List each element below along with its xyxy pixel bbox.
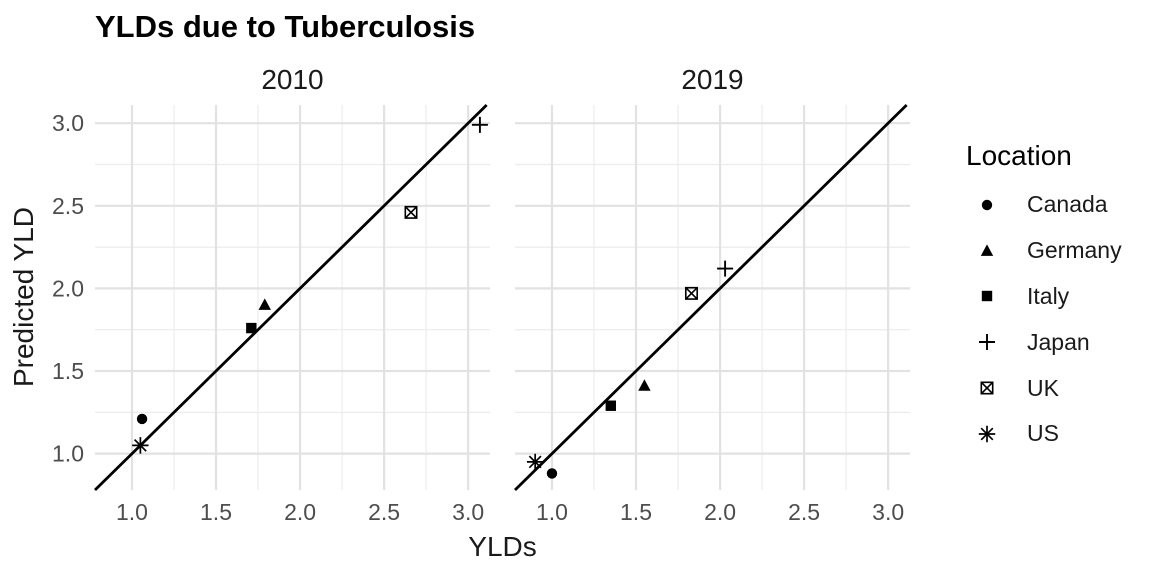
boxed-x-glyph [980,381,994,395]
filled-square-glyph [981,291,993,302]
x-tick-label: 3.0 [452,499,484,525]
legend-item-germany: Germany [950,228,1122,274]
y-tick-label: 3.0 [52,110,84,136]
legend-item-us: US [950,411,1122,457]
legend-label: UK [1027,374,1059,401]
point-uk-2010 [404,205,418,219]
point-us-2010 [132,437,149,454]
legend-label: Japan [1027,328,1090,355]
point-japan-2010 [471,116,488,133]
filled-circle-glyph [981,199,993,211]
legend-title: Location [966,140,1072,171]
y-tick-label: 1.5 [52,358,84,384]
x-axis-title: YLDs [468,531,537,562]
point-italy-2019 [605,400,617,411]
filled-triangle-glyph [980,244,994,256]
identity-line [514,104,908,491]
asterisk-icon [978,425,996,443]
plus-glyph [979,334,995,351]
point-canada-2010 [136,413,148,425]
x-tick-label: 3.0 [872,499,904,525]
legend-item-japan: Japan [950,319,1122,365]
y-tick-label: 2.5 [52,193,84,219]
y-tick-label: 2.0 [52,275,84,301]
x-tick-label: 2.0 [704,499,736,525]
facet-label-2010: 2010 [261,64,323,95]
x-tick-label: 2.0 [284,499,316,525]
x-tick-label: 2.5 [368,499,400,525]
boxed-x-icon [980,381,994,395]
filled-square-icon [981,291,993,302]
filled-triangle-icon [980,244,994,256]
point-germany-2010 [258,298,271,310]
x-tick-label: 1.5 [200,499,232,525]
x-tick-label: 1.0 [536,499,568,525]
plus-icon [979,334,995,351]
filled-circle-icon [981,199,993,211]
asterisk-glyph [978,425,996,443]
facet-label-2019: 2019 [681,64,743,95]
point-germany-2019 [638,379,651,391]
facet-panel-2010: 2010 1.0 1.5 2.0 2.5 3.0 [94,64,490,525]
legend-item-canada: Canada [950,182,1122,228]
point-uk-2019 [684,286,698,300]
point-us-2019 [526,453,544,471]
x-tick-label: 2.5 [788,499,820,525]
x-tick-label: 1.0 [116,499,148,525]
point-canada-2019 [546,468,558,479]
legend-item-uk: UK [950,365,1122,411]
facet-panel-2019: 2019 1.0 1.5 2.0 2.5 3.0 [514,64,910,525]
identity-line [94,104,488,491]
legend: Location Canada Germany Italy Japan UK US [950,140,1122,457]
legend-item-italy: Italy [950,274,1122,320]
x-tick-label: 1.5 [620,499,652,525]
legend-label: Italy [1027,282,1070,309]
chart-title: YLDs due to Tuberculosis [95,9,476,44]
point-japan-2019 [717,260,734,277]
y-tick-label: 1.0 [52,441,84,467]
y-axis-title: Predicted YLD [8,206,39,388]
legend-items: Canada Germany Italy Japan UK US [950,182,1122,457]
legend-label: US [1027,420,1059,447]
legend-label: Germany [1027,237,1122,264]
point-italy-2010 [246,322,257,334]
legend-label: Canada [1027,191,1108,218]
